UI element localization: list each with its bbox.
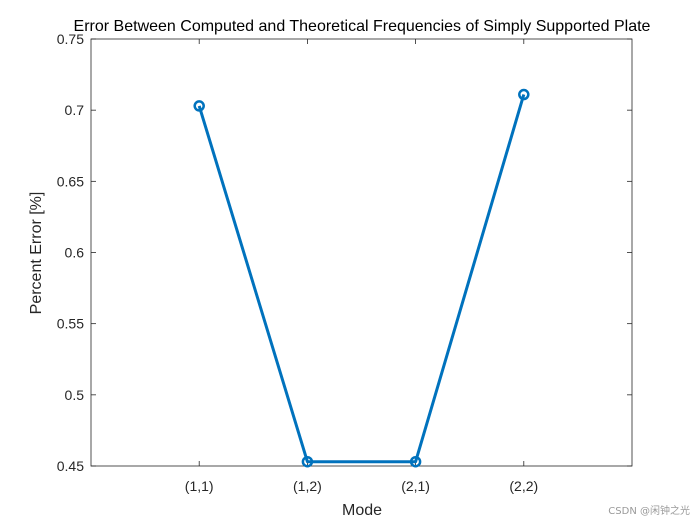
x-axis: (1,1) (1,2) (2,1) (2,2) — [185, 39, 538, 494]
y-tick-label: 0.45 — [57, 458, 84, 474]
y-tick-label: 0.65 — [57, 173, 84, 189]
data-point — [409, 455, 422, 468]
x-axis-label: Mode — [342, 502, 382, 519]
chart-title: Error Between Computed and Theoretical F… — [74, 18, 651, 35]
series-polyline — [197, 94, 526, 464]
y-axis: 0.45 0.5 0.55 0.6 0.65 0.7 0.75 — [57, 31, 632, 474]
data-point — [301, 455, 314, 468]
y-tick-label: 0.75 — [57, 31, 84, 47]
y-tick-label: 0.7 — [65, 102, 85, 118]
data-point — [518, 88, 530, 101]
data-point — [193, 100, 205, 112]
x-tick-label: (2,2) — [509, 478, 538, 494]
y-axis-label: Percent Error [%] — [28, 192, 45, 315]
plot-area — [90, 38, 633, 467]
watermark: CSDN @闲钟之光 — [608, 506, 690, 517]
x-tick-label: (2,1) — [401, 478, 430, 494]
y-tick-label: 0.6 — [65, 245, 85, 261]
y-tick-label: 0.5 — [65, 387, 85, 403]
x-tick-label: (1,2) — [293, 478, 322, 494]
y-tick-label: 0.55 — [57, 316, 84, 332]
x-tick-label: (1,1) — [185, 478, 214, 494]
series-line — [193, 88, 530, 468]
